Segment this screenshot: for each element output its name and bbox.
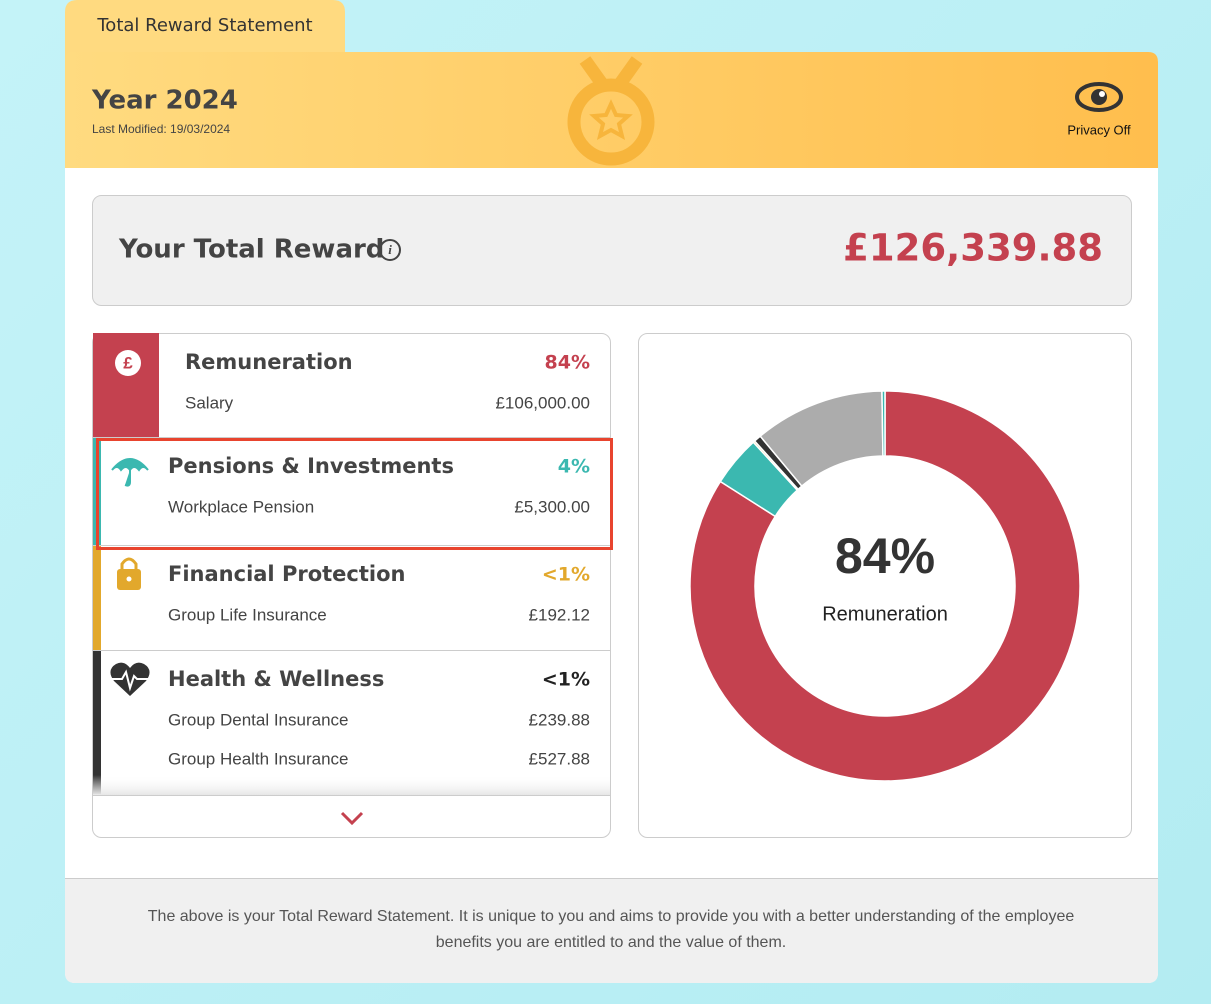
donut-segment (881, 390, 886, 457)
medal-icon (567, 56, 655, 166)
category-bar (93, 545, 101, 650)
item-amount: £106,000.00 (495, 393, 590, 412)
category-name: Pensions & Investments (168, 454, 454, 478)
header (65, 52, 1158, 168)
center-value: 84% (835, 528, 935, 584)
list-panel (92, 333, 611, 838)
year: Year 2024 (91, 86, 238, 116)
footer-text: benefits you are entitled to and the val… (436, 934, 786, 951)
footer (65, 878, 1158, 983)
privacy-toggle[interactable]: Privacy Off (1067, 82, 1131, 137)
total-amount: £126,339.88 (843, 227, 1103, 270)
category-name: Financial Protection (168, 562, 405, 586)
item-amount: £527.88 (529, 749, 590, 768)
item-label: Salary (185, 393, 234, 412)
svg-text:i: i (388, 242, 392, 257)
item-label: Group Dental Insurance (168, 710, 349, 729)
highlight-box (96, 438, 613, 550)
category-percent: <1% (542, 564, 590, 586)
donut-chart (689, 390, 1081, 782)
info-icon[interactable]: i (379, 239, 401, 261)
category-name: Remuneration (185, 350, 353, 374)
item-amount: £239.88 (529, 710, 590, 729)
item-label: Group Life Insurance (168, 605, 327, 624)
last-modified: Last Modified: 19/03/2024 (92, 122, 230, 136)
footer-text: The above is your Total Reward Statement… (148, 908, 1075, 925)
category-percent: <1% (542, 669, 590, 691)
total-label: Your Total Reward (118, 235, 384, 265)
expand-chevron[interactable] (340, 811, 364, 826)
category-percent: 84% (545, 352, 590, 374)
item-label: Workplace Pension (168, 497, 314, 516)
donut-segment (689, 390, 1081, 782)
scroll-fade (93, 775, 610, 795)
item-amount: £192.12 (529, 605, 590, 624)
center-label: Remuneration (822, 603, 948, 625)
category-percent: 4% (558, 456, 590, 478)
item-label: Group Health Insurance (168, 749, 349, 768)
category-icons: £ (110, 350, 150, 696)
category-bar (93, 650, 101, 794)
tab-title[interactable]: Total Reward Statement (96, 15, 312, 36)
total-box (92, 195, 1132, 306)
category-bar (93, 333, 159, 437)
privacy-label[interactable]: Privacy Off (1067, 122, 1131, 137)
category-name: Health & Wellness (168, 667, 384, 691)
category-bar-mask (93, 333, 101, 343)
svg-text:£: £ (123, 353, 133, 372)
item-amount: £5,300.00 (514, 497, 590, 516)
tab[interactable] (65, 0, 345, 60)
